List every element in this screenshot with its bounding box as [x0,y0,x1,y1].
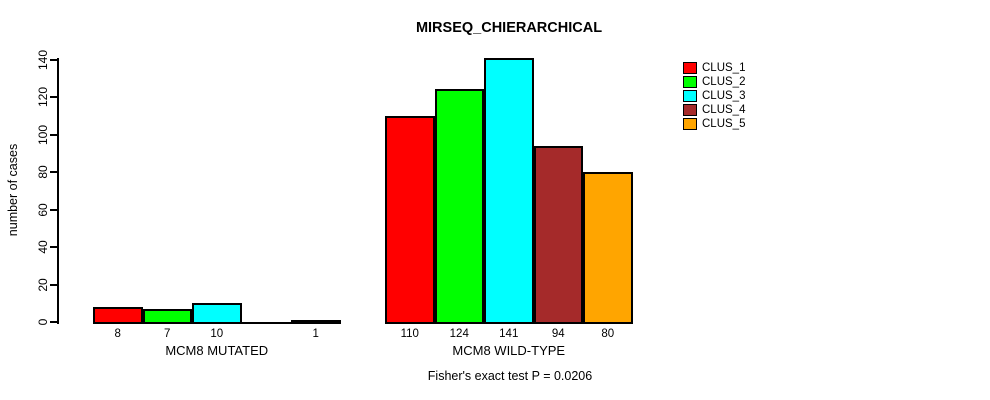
y-axis-tick-label: 0 [36,318,50,326]
y-axis-tick-label: 60 [36,202,50,217]
bar-CLUS_3 [192,303,242,324]
legend-swatch-CLUS_4 [683,104,697,116]
y-axis-tick [50,246,57,248]
legend-label: CLUS_3 [702,90,746,102]
legend-swatch-CLUS_2 [683,76,697,88]
y-axis-label: number of cases [6,143,20,237]
bar-CLUS_1 [93,307,143,324]
y-axis-tick-label: 40 [36,240,50,254]
bar-group: 110 124 141 94 80 MCM8 WILD-TYPE [385,0,633,358]
legend-item: CLUS_2 [683,75,745,89]
bar-value-label: 124 [449,328,469,340]
legend-item: CLUS_5 [683,117,745,131]
bar-value-label: 10 [210,328,224,340]
bar-CLUS_4 [533,146,583,324]
bar-value-label: 8 [114,328,121,340]
bar-value-label: 94 [551,328,565,340]
chart-title: MIRSEQ_CHIERARCHICAL [415,20,603,36]
legend-swatch-CLUS_1 [683,62,697,74]
y-axis-line [57,58,59,324]
bar-CLUS_2 [434,89,484,324]
y-axis-tick [50,171,57,173]
legend-swatch-CLUS_5 [683,118,697,130]
bar-value-label: 110 [400,328,419,340]
y-axis-tick [50,58,57,61]
bar-CLUS_5 [583,172,633,324]
legend: CLUS_1 CLUS_2 CLUS_3 CLUS_4 CLUS_5 [683,61,745,131]
y-axis-tick-label: 20 [36,277,50,292]
legend-label: CLUS_5 [702,118,746,130]
bar-group: 8 7 10 1 MCM8 MUTATED [93,0,341,358]
bar-CLUS_5 [291,320,341,324]
y-axis-tick [50,283,57,286]
y-axis-tick [50,96,57,98]
bar-value-label: 1 [312,328,319,340]
bar-CLUS_1 [385,116,435,324]
fisher-test-annotation: Fisher's exact test P = 0.0206 [427,369,593,383]
bar-value-label: 7 [164,328,171,340]
y-axis-tick-label: 80 [36,165,50,179]
legend-item: CLUS_3 [683,89,745,103]
bar-value-label: 80 [601,328,615,340]
group-label: MCM8 MUTATED [165,343,269,358]
y-axis-tick [50,321,57,323]
y-axis-tick [50,208,57,211]
legend-item: CLUS_1 [683,61,745,75]
bar-CLUS_3 [484,58,534,324]
y-axis-tick-label: 140 [36,49,50,70]
bar-value-label: 141 [499,328,519,340]
group-label: MCM8 WILD-TYPE [452,343,566,358]
y-axis-tick-label: 100 [36,124,50,145]
legend-label: CLUS_2 [702,76,746,88]
legend-swatch-CLUS_3 [683,90,697,102]
legend-item: CLUS_4 [683,103,745,117]
bar-CLUS_2 [142,309,192,324]
legend-label: CLUS_1 [702,62,746,74]
y-axis-tick [50,133,57,136]
legend-label: CLUS_4 [702,104,746,116]
y-axis-tick-label: 120 [36,86,50,108]
